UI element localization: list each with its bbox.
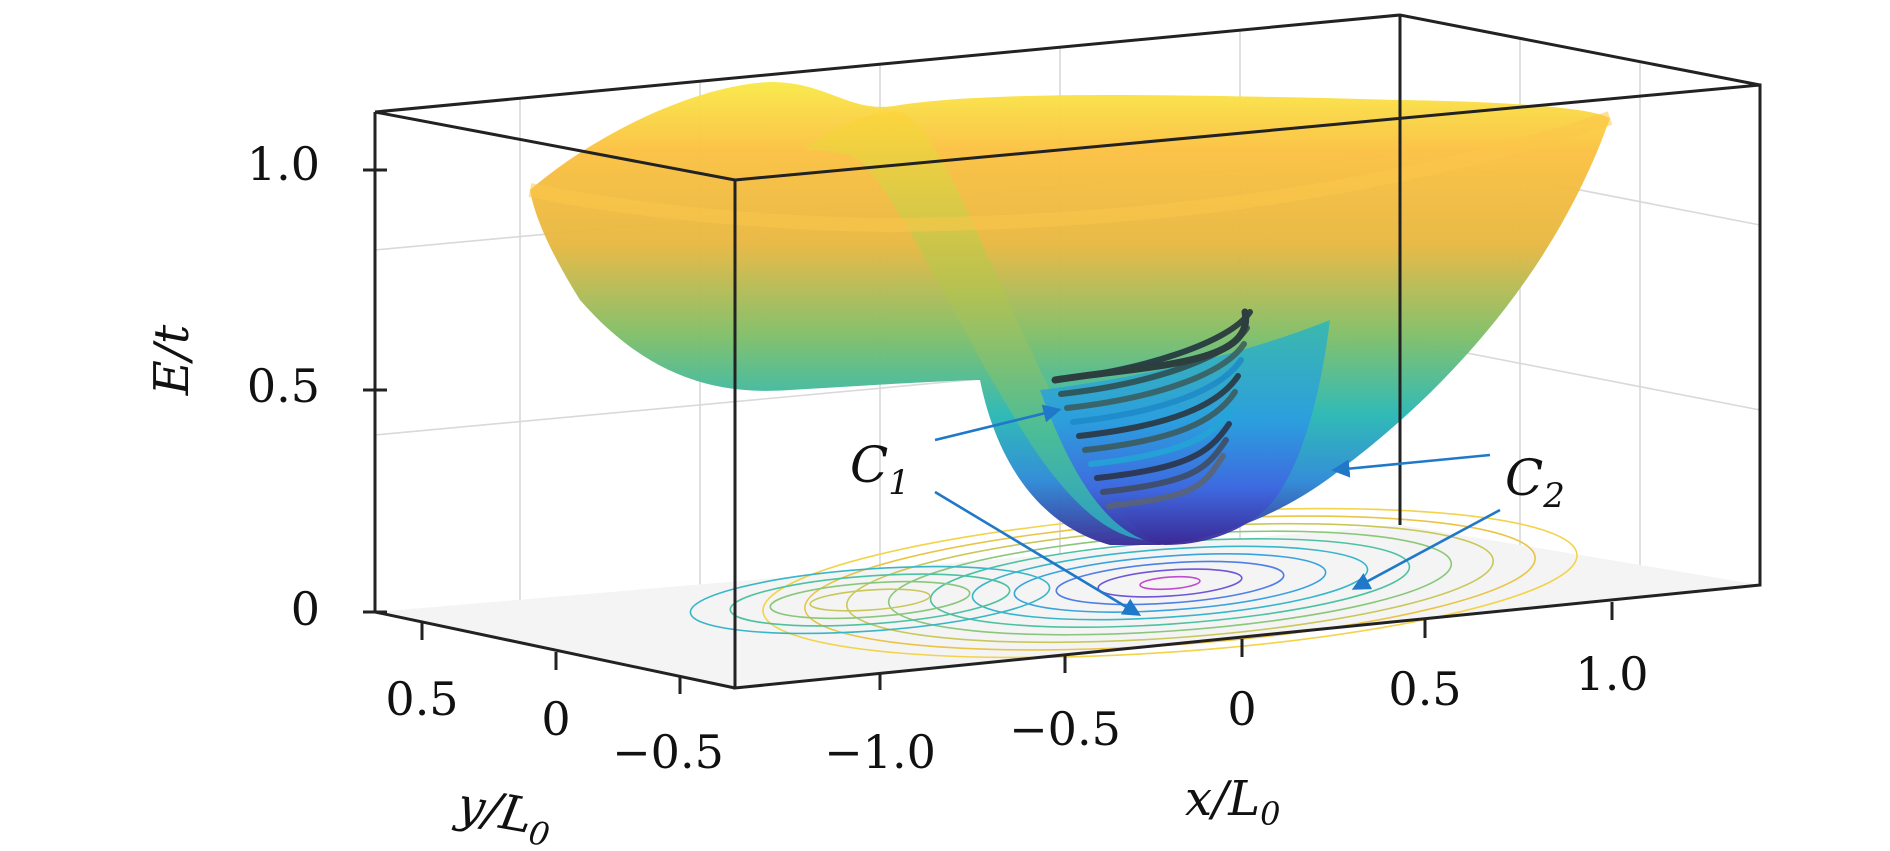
x-tick-label: 0 <box>1227 682 1256 736</box>
z-tick-label: 0 <box>291 582 320 636</box>
trajectory-curve <box>1094 421 1232 481</box>
trajectory-curve <box>1064 341 1247 411</box>
y-axis-label-base: y/L <box>451 776 537 845</box>
annotation-c2-sub: 2 <box>1542 476 1565 516</box>
surface-rim-edge <box>528 111 1613 233</box>
y-tick-label: 0.5 <box>385 672 458 726</box>
y-tick-label: 0 <box>541 692 570 746</box>
trajectory-curve <box>1076 373 1241 439</box>
trajectory-curve <box>1088 405 1235 467</box>
axis-ticks <box>363 168 1614 694</box>
trajectory-curve <box>1070 357 1244 425</box>
trajectory-curve <box>1100 437 1229 495</box>
trajectory-curve <box>1051 308 1250 384</box>
axes-box <box>373 13 1762 690</box>
box-left-top <box>374 110 736 182</box>
x-tick-label: −1.0 <box>824 725 936 779</box>
contour-line <box>1139 575 1201 591</box>
z-axis-label: E/t <box>144 324 200 396</box>
floor-contours <box>689 507 1578 659</box>
contour-line <box>769 580 971 620</box>
contour-line <box>729 573 1011 627</box>
annotation-c1-label: C1 <box>850 436 910 503</box>
annotation-c1-base: C <box>850 436 888 494</box>
trajectories <box>1051 308 1253 509</box>
x-tick-label: 1.0 <box>1575 647 1648 701</box>
contour-line <box>809 588 931 612</box>
contour-line <box>1097 568 1243 598</box>
trajectory-curve <box>1082 389 1238 453</box>
annotation-c2-arrow-lower <box>1351 508 1501 590</box>
x-tick-label: 0.5 <box>1388 662 1461 716</box>
floor-plane <box>375 525 1760 688</box>
surface-back-rim <box>530 82 1610 545</box>
contour-line <box>1013 553 1327 613</box>
z-tick-label: 1.0 <box>247 137 320 191</box>
z-tick-labels: 1.0 0.5 0 <box>247 137 320 636</box>
energy-surface <box>528 82 1613 545</box>
y-tick-label: −0.5 <box>612 725 724 779</box>
annotation-c2: C2 <box>1331 449 1565 590</box>
annotation-c1-arrow-lower <box>934 490 1142 616</box>
z-tick-label: 0.5 <box>247 359 320 413</box>
annotation-c2-arrow-upper <box>1331 453 1491 478</box>
x-tick-labels: −1.0 −0.5 0 0.5 1.0 <box>824 647 1648 779</box>
x-axis-label-base: x/L <box>1185 771 1260 827</box>
contour-line <box>689 565 1051 635</box>
box-floor-left <box>374 610 736 690</box>
annotation-c1-arrow-upper <box>934 404 1062 442</box>
y-tick-labels: 0.5 0 −0.5 <box>385 672 723 779</box>
box-front-face <box>733 83 1762 690</box>
x-axis-label: x/L0 <box>1185 771 1280 833</box>
x-axis-label-sub: 0 <box>1260 795 1280 833</box>
annotation-c1: C1 <box>850 404 1142 616</box>
annotation-c2-base: C <box>1505 449 1543 507</box>
y-axis-label: y/L0 <box>450 776 557 851</box>
contour-line <box>1055 560 1285 606</box>
annotation-c1-sub: 1 <box>888 463 910 503</box>
x-tick-label: −0.5 <box>1009 702 1121 756</box>
annotation-c2-label: C2 <box>1505 449 1565 516</box>
trajectory-curve <box>1106 453 1226 509</box>
contour-line <box>971 545 1369 621</box>
